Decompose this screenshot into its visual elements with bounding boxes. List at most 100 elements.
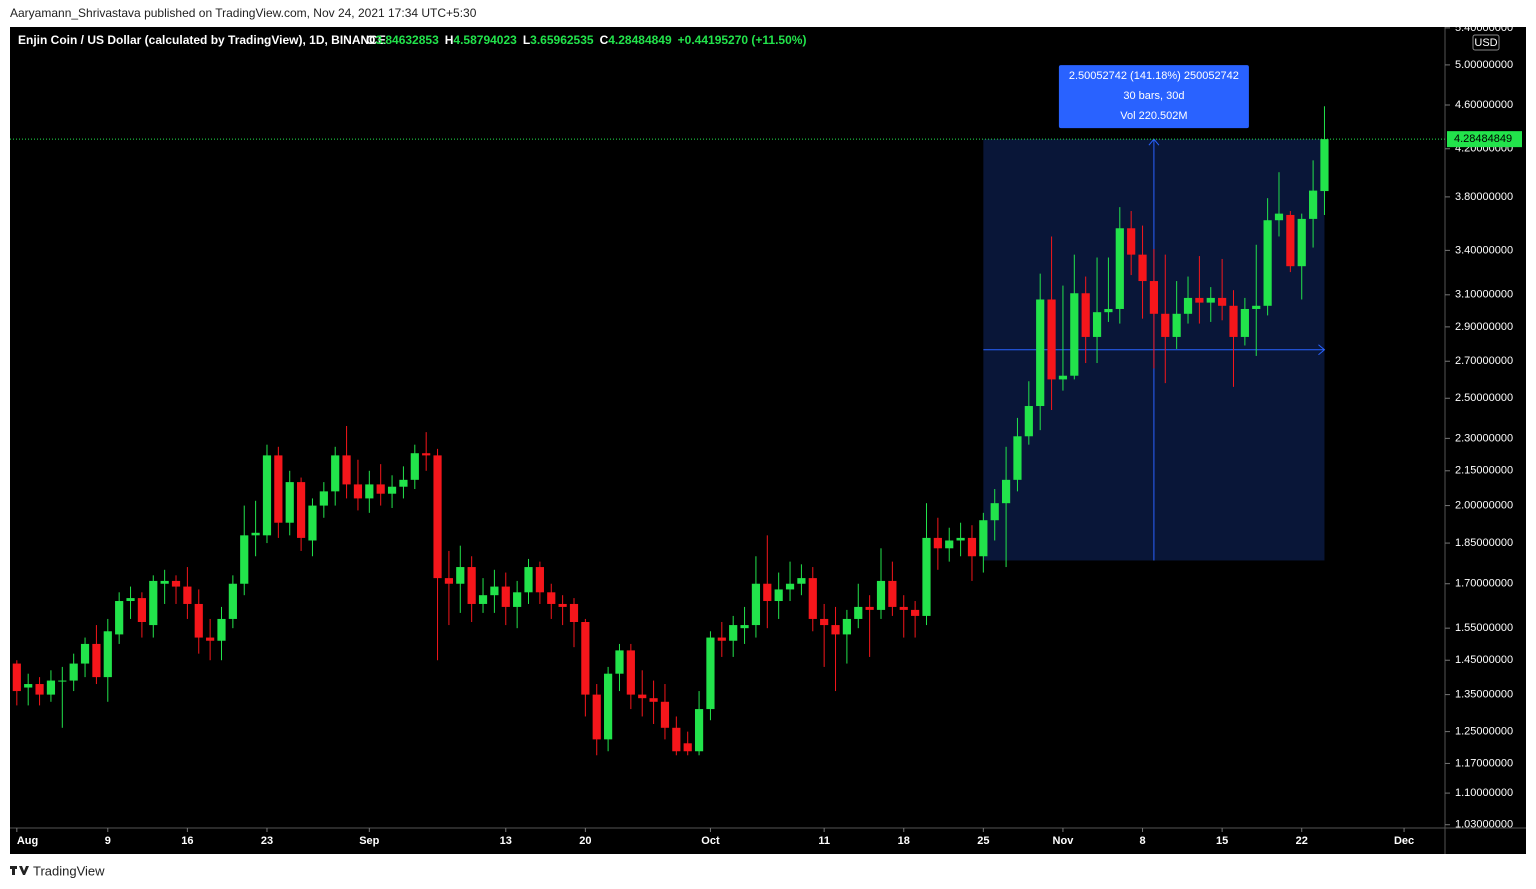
candle-body [103,631,112,678]
candle-body [717,637,726,641]
candle-body [24,684,33,688]
candle-body [1024,406,1033,437]
candle-body [797,578,806,584]
candle-body [751,583,761,626]
y-tick-label: 2.50000000 [1455,392,1513,404]
currency-box [1472,34,1500,51]
x-tick-label: 8 [1139,835,1145,847]
legend-value: 4.58794023 [453,33,517,47]
y-tick-label: 2.30000000 [1455,432,1513,444]
candle-body [228,583,237,619]
candle-body [1127,228,1136,255]
legend-label: C [600,33,609,47]
candle-body [1013,436,1022,480]
legend-change: +0.44195270 (+11.50%) [678,33,807,47]
candle-body [1149,281,1158,314]
x-tick-label: 23 [261,835,273,847]
measure-label: Vol 220.502M [1120,110,1187,122]
y-tick-label: 1.70000000 [1455,578,1513,590]
candle-body [1229,305,1238,337]
candle-body [638,694,647,699]
plot-area [10,106,1445,756]
candle-body [933,537,942,549]
candle-body [774,589,783,602]
candle-body [524,567,533,593]
candle-body [444,578,454,584]
last-price-label: 4.28484849 [1454,133,1512,145]
candle-body [1058,375,1068,380]
candle-body [1092,312,1102,337]
candle-body [683,743,692,752]
candle-body [865,606,874,610]
x-tick-label: 25 [977,835,989,847]
candle-body [1138,254,1147,282]
y-tick-label: 3.80000000 [1455,191,1513,203]
candle-body [422,453,431,456]
x-tick-label: 11 [818,835,830,847]
symbol-title: Enjin Coin / US Dollar (calculated by Tr… [18,33,386,47]
candle-body [1081,293,1090,337]
candle-body [660,701,670,728]
y-tick-label: 5.00000000 [1455,59,1513,71]
candle-body [12,663,21,692]
candle-body [92,643,101,678]
candle-body [433,455,442,579]
last-price-box [1447,131,1522,148]
logo-icon [10,866,29,875]
candle-body [706,637,715,710]
candle-body [319,491,328,506]
y-tick-label: 1.35000000 [1455,689,1513,701]
candle-body [297,482,306,538]
measure-label: 2.50052742 (141.18%) 250052742 [1069,70,1239,82]
candle-body [308,505,317,541]
candle-body [956,537,965,541]
candle-body [1240,308,1249,337]
candle-body [558,603,567,607]
y-tick-label: 3.40000000 [1455,244,1513,256]
candle-body [581,621,590,695]
candle-body [729,625,738,641]
candle-body [1309,190,1318,219]
candle-body [80,643,90,664]
y-tick-label: 2.90000000 [1455,321,1513,333]
brand-logo: TradingView [10,863,105,878]
attribution: Aaryamann_Shrivastava published on Tradi… [10,6,477,20]
x-tick-label: Oct [701,835,720,847]
candle-body [911,609,920,616]
x-tick-label: Dec [1394,835,1414,847]
chart-background [10,27,1526,854]
candle-body [694,709,704,752]
candle-body [217,618,226,641]
candle-body [1001,479,1011,504]
candle-body [967,537,977,557]
candle-body [740,625,749,629]
candle-body [342,455,351,485]
candle-body [990,503,999,521]
candle-body [46,680,56,695]
y-tick-label: 1.10000000 [1455,787,1513,799]
candle-body [353,484,363,499]
candle-body [285,482,294,523]
x-tick-label: Sep [359,835,379,847]
y-tick-label: 1.25000000 [1455,726,1513,738]
candle-body [467,567,476,604]
candle-body [1263,220,1272,306]
candle-body [69,663,78,681]
candle-body [251,532,260,536]
x-tick-label: 9 [105,835,111,847]
candle-body [376,484,385,494]
candle-body [1104,308,1113,313]
x-tick-label: 13 [500,835,512,847]
candle-body [945,540,954,549]
brand: TradingView [33,863,105,878]
candle-body [1252,305,1261,309]
currency: USD [1474,37,1497,49]
candle-body [763,583,772,602]
candle-body [831,625,840,635]
x-tick-label: 15 [1216,835,1228,847]
legend-label: H [445,33,454,47]
candle-body [1274,213,1284,221]
y-tick-label: 5.40000000 [1455,22,1513,34]
legend-label: O [366,33,375,47]
